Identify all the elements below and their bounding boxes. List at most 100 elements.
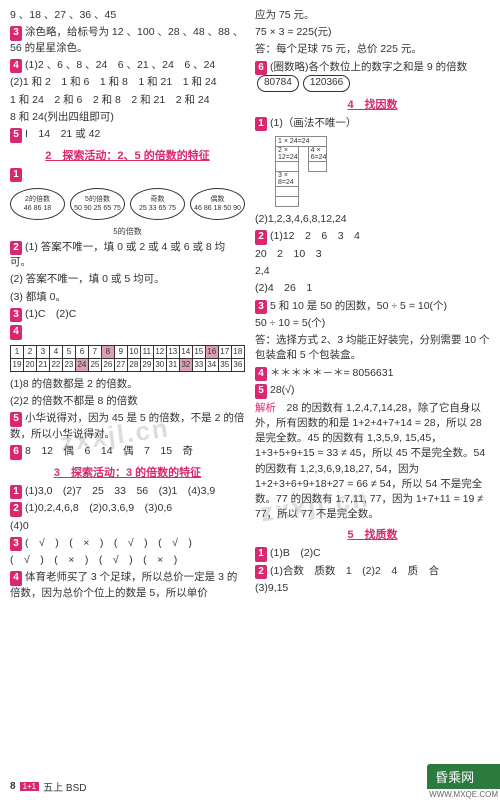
text-line: 75 × 3 = 225(元) — [255, 25, 490, 40]
text-line: 3(1)C (2)C — [10, 307, 245, 323]
corner-sub: WWW.MXQE.COM — [427, 789, 500, 800]
oval-5multiple: 5的倍数50 90 25 65 75 — [70, 188, 125, 220]
right-column: 应为 75 元。 75 × 3 = 225(元) 答：每个足球 75 元，总价 … — [255, 8, 490, 770]
corner-badge-text: 昏乘网 — [427, 764, 500, 789]
text-line: 1 和 24 2 和 6 2 和 8 2 和 21 2 和 24 — [10, 93, 245, 108]
num-cell: 28 — [127, 358, 140, 371]
text-line: 5I 14 21 或 42 — [10, 127, 245, 143]
text-line: 2,4 — [255, 264, 490, 279]
text: (1)12 2 6 3 4 — [270, 230, 360, 242]
item-3-marker: 3 — [255, 300, 267, 315]
item-4-marker: 4 — [10, 59, 22, 74]
text-line: ( √ ) ( × ) ( √ ) ( × ) — [10, 553, 245, 568]
item-5-marker: 5 — [10, 128, 22, 143]
text: (1)（画法不唯一） — [270, 117, 356, 129]
text-line: (2) 答案不唯一，填 0 或 5 均可。 — [10, 272, 245, 287]
text-line: 1 — [10, 167, 245, 183]
text: 小华说得对，因为 45 是 5 的倍数，不是 2 的倍数，所以小华说得对。 — [10, 412, 244, 440]
footer-tag: 1+1 — [20, 782, 40, 791]
num-cell: 3 — [36, 345, 49, 358]
item-2-marker: 2 — [10, 502, 22, 517]
item-3-marker: 3 — [10, 26, 22, 41]
text-line: 5的倍数 — [10, 226, 245, 238]
corner-badge: 昏乘网 WWW.MXQE.COM — [427, 764, 500, 800]
section-2-title: 2 探索活动：2、5 的倍数的特征 — [10, 147, 245, 163]
text-line: (3) 都填 0。 — [10, 290, 245, 305]
item-6-marker: 6 — [255, 61, 267, 76]
text: (1)合数 质数 1 (2)2 4 质 合 — [270, 565, 439, 577]
text-line: 4＊＊＊＊＊－＊= 8056631 — [255, 366, 490, 382]
num-cell: 27 — [114, 358, 127, 371]
text: 体育老师买了 3 个足球，所以总价一定是 3 的倍数，因为总价个位上的数是 5，… — [10, 571, 237, 599]
footer-text: 五上 BSD — [43, 779, 86, 794]
venn-ovals: 2的倍数46 86 18 5的倍数50 90 25 65 75 奇数25 33 … — [10, 188, 245, 220]
section-5-title: 5 找质数 — [255, 526, 490, 542]
text: ( √ ) ( × ) ( √ ) ( √ ) — [25, 537, 192, 549]
text: 28(√) — [270, 384, 294, 396]
num-cell: 21 — [36, 358, 49, 371]
num-cell: 23 — [62, 358, 75, 371]
text: (1)B (2)C — [270, 547, 321, 559]
num-cell: 31 — [166, 358, 179, 371]
num-cell: 4 — [49, 345, 62, 358]
num-cell: 9 — [114, 345, 127, 358]
item-5-marker: 5 — [10, 412, 22, 427]
item-2-marker: 2 — [255, 230, 267, 245]
grid-cell: 2 × 12=24 — [276, 147, 299, 162]
factor-grid: 1 × 24=24 2 × 12=24 4 × 6=24 3 × 8=24 — [275, 136, 490, 207]
num-cell: 8 — [101, 345, 114, 358]
text-line: 1(1)（画法不唯一） — [255, 116, 490, 132]
grid-cell: 1 × 24=24 — [276, 137, 327, 147]
section-4-title: 4 找因数 — [255, 96, 490, 112]
item-1-marker: 1 — [255, 547, 267, 562]
text-line: 4体育老师买了 3 个足球，所以总价一定是 3 的倍数，因为总价个位上的数是 5… — [10, 570, 245, 601]
text: (1)2 、6 、8 、24 6 、21 、24 6 、24 — [25, 59, 215, 71]
text-line: 3( √ ) ( × ) ( √ ) ( √ ) — [10, 536, 245, 552]
text-line: 6(圈数略)各个数位上的数字之和是 9 的倍数 80784120366 — [255, 60, 490, 92]
section-3-title: 3 探索活动：3 的倍数的特征 — [10, 464, 245, 480]
text: (1) 答案不唯一，填 0 或 2 或 4 或 6 或 8 均可。 — [10, 241, 225, 269]
grid-table: 1 × 24=24 2 × 12=24 4 × 6=24 3 × 8=24 — [275, 136, 327, 207]
num-cell: 11 — [140, 345, 153, 358]
text-line: (2)2 的倍数不都是 8 的倍数 — [10, 394, 245, 409]
num-cell: 32 — [179, 358, 192, 371]
text: (1)0,2,4,6,8 (2)0,3,6,9 (3)0,6 — [25, 502, 172, 514]
oval-2multiple: 2的倍数46 86 18 — [10, 188, 65, 220]
text-line: 68 12 偶 6 14 偶 7 15 奇 — [10, 444, 245, 460]
num-cell: 17 — [218, 345, 231, 358]
text-line: 答：每个足球 75 元，总价 225 元。 — [255, 42, 490, 57]
text: 28 的因数有 1,2,4,7,14,28，除了它自身以外，所有因数的和是 1+… — [255, 402, 485, 521]
oval-text: 46 86 18 50 90 — [194, 205, 241, 213]
text-line: 2(1)0,2,4,6,8 (2)0,3,6,9 (3)0,6 — [10, 501, 245, 517]
num-cell: 26 — [101, 358, 114, 371]
text-line: 8 和 24(列出四组即可) — [10, 110, 245, 125]
item-4-marker: 4 — [255, 367, 267, 382]
oval-text: 46 86 18 — [24, 205, 51, 213]
num-cell: 12 — [153, 345, 166, 358]
text: 8 12 偶 6 14 偶 7 15 奇 — [25, 445, 193, 457]
item-2-marker: 2 — [10, 241, 22, 256]
text-line: (1)8 的倍数都是 2 的倍数。 — [10, 377, 245, 392]
oval-label: 奇数 — [151, 196, 165, 204]
num-cell: 29 — [140, 358, 153, 371]
text-line: 1(1)3,0 (2)7 25 33 56 (3)1 (4)3,9 — [10, 484, 245, 500]
grid-cell: 3 × 8=24 — [276, 172, 299, 187]
num-cell: 30 — [153, 358, 166, 371]
text: I 14 21 或 42 — [25, 128, 100, 140]
text: 5 和 10 是 50 的因数，50 ÷ 5 = 10(个) — [270, 300, 447, 312]
num-cell: 2 — [23, 345, 36, 358]
num-cell: 6 — [75, 345, 88, 358]
text-line: 应为 75 元。 — [255, 8, 490, 23]
oval-text: 50 90 25 65 75 — [74, 205, 121, 213]
num-cell: 33 — [192, 358, 205, 371]
text: 5的倍数 — [113, 227, 141, 236]
num-cell: 20 — [23, 358, 36, 371]
grid-cell: 4 × 6=24 — [308, 147, 327, 162]
text-line: 9 、18 、27 、36 、45 — [10, 8, 245, 23]
text-line: 20 2 10 3 — [255, 247, 490, 262]
text-line: (2)1,2,3,4,6,8,12,24 — [255, 212, 490, 227]
oval-odd: 奇数25 33 65 75 — [130, 188, 185, 220]
text-line: (2)1 和 2 1 和 6 1 和 8 1 和 21 1 和 24 — [10, 75, 245, 90]
num-cell: 14 — [179, 345, 192, 358]
num-cell: 1 — [11, 345, 24, 358]
